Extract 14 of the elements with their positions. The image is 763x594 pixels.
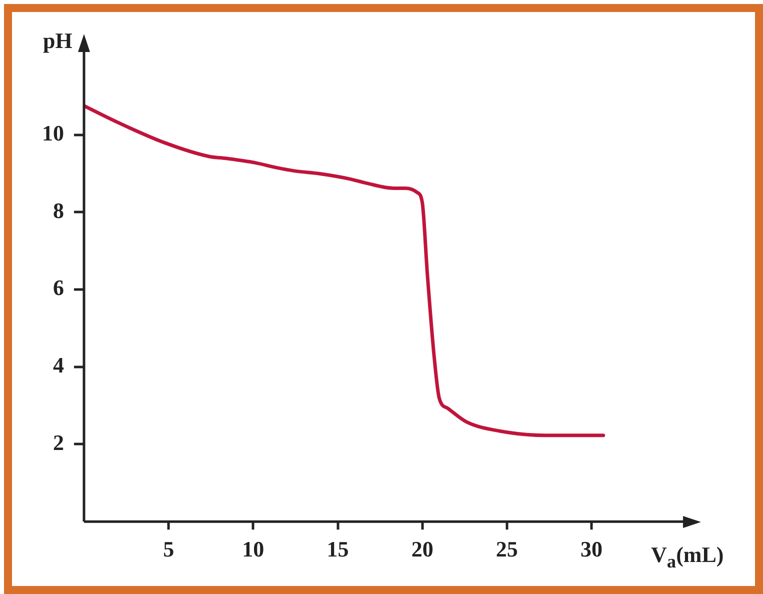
- y-axis-title: pH: [43, 28, 72, 54]
- x-tick-label: 15: [326, 536, 349, 562]
- x-tick-label: 20: [411, 536, 434, 562]
- x-tick-label: 30: [580, 536, 602, 562]
- y-tick-label: 8: [53, 198, 64, 223]
- x-tick-label: 10: [242, 536, 264, 562]
- line-series: [84, 104, 606, 438]
- x-tick-label: 25: [496, 536, 518, 562]
- y-tick-label: 4: [53, 352, 64, 378]
- x-tick-label: 5: [163, 536, 174, 562]
- y-tick-label: 6: [53, 275, 64, 300]
- y-tick-label: 2: [53, 430, 64, 455]
- x-axis-title: V$_{a}$(mL): [651, 542, 724, 572]
- y-tick-label: 10: [42, 120, 64, 146]
